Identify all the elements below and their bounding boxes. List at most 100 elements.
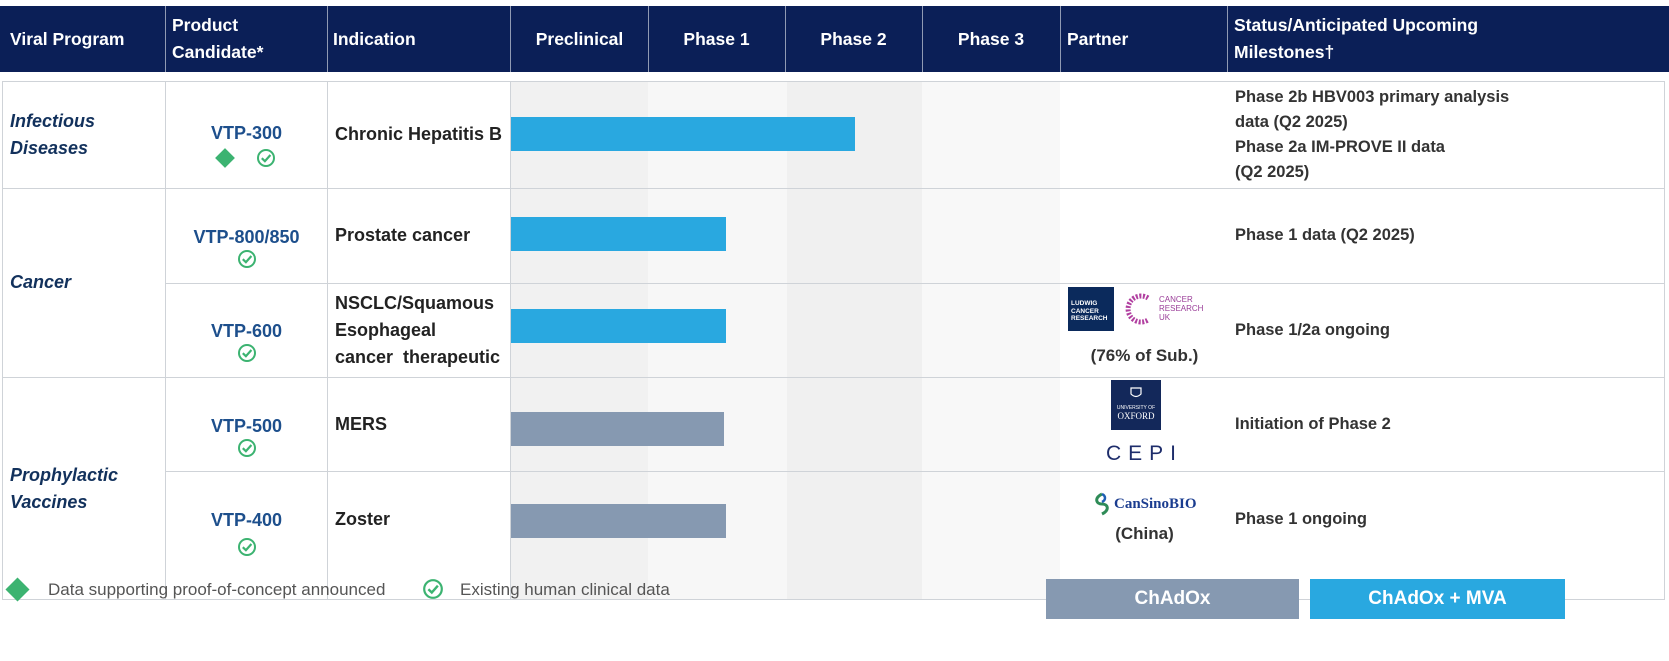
header-divider <box>1060 6 1061 72</box>
ludwig-logo-line: LUDWIG <box>1071 300 1098 307</box>
program-prophylactic-label: Prophylactic Vaccines <box>10 464 119 512</box>
legend-poc-label: Data supporting proof-of-concept announc… <box>48 580 386 599</box>
header-divider <box>165 6 166 72</box>
header-divider <box>327 6 328 72</box>
phase3-column-bg <box>922 81 1060 600</box>
candidate-vtp-300: VTP-300 <box>166 123 327 168</box>
cancer-research-uk-logo: CANCER RESEARCH UK <box>1122 291 1203 327</box>
header-phase-1: Phase 1 <box>683 28 750 49</box>
oxford-crest-icon <box>1130 387 1142 398</box>
row-divider <box>165 283 1665 284</box>
header-status: Status/Anticipated Upcoming Milestones† <box>1224 6 1644 72</box>
cansino-logo: CanSinoBIO <box>1092 491 1212 517</box>
header-divider <box>648 6 649 72</box>
ludwig-logo-line: RESEARCH <box>1071 315 1108 322</box>
vtp-600-partner-note: (76% of Sub.) <box>1090 346 1199 365</box>
legend-check-icon <box>423 579 443 599</box>
candidate-vtp-400: VTP-400 <box>166 510 327 562</box>
candidate-vtp-600: VTP-600 <box>166 321 327 368</box>
column-divider <box>165 81 166 600</box>
pipeline-bar-vtp-500 <box>511 412 725 446</box>
column-divider <box>327 81 328 600</box>
cruk-logo-line: RESEARCH <box>1159 304 1204 313</box>
program-cancer: Cancer <box>10 272 72 292</box>
clinical-check-icon <box>237 344 256 362</box>
table-border <box>2 81 1665 600</box>
clinical-check-icon <box>256 149 275 167</box>
legend-chadox-mva: ChAdOx + MVA <box>1310 579 1565 619</box>
ludwig-logo-line: CANCER <box>1071 307 1099 315</box>
clinical-check-icon <box>237 538 256 556</box>
oxford-logo-line: OXFORD <box>1117 411 1155 421</box>
indication-zoster: Zoster <box>335 508 391 529</box>
program-infectious-label: Infectious Diseases <box>10 110 96 158</box>
header-indication: Indication <box>333 28 416 49</box>
table-header: Viral Program Product Candidate* Indicat… <box>0 6 1669 72</box>
header-phase-3: Phase 3 <box>957 28 1025 49</box>
vtp-400-partner-note: (China) <box>1115 524 1174 543</box>
header-viral-program: Viral Program <box>10 28 125 49</box>
header-phase-2: Phase 2 <box>820 28 887 49</box>
status-line: data (Q2 2025) <box>1235 112 1348 131</box>
indication-mers: MERS <box>335 413 388 434</box>
row-divider <box>2 377 1665 378</box>
candidate-badges <box>166 148 327 168</box>
program-prophylactic-vaccines: Prophylactic Vaccines <box>2 377 170 600</box>
indication-prostate-cancer: Prostate cancer <box>335 225 471 245</box>
header-partner: Partner <box>1067 28 1129 49</box>
indication-line: cancer therapeutic <box>335 346 501 367</box>
pipeline-bar-vtp-600 <box>511 309 726 343</box>
pipeline-bar-vtp-800-850 <box>511 217 726 251</box>
row-divider <box>2 188 1665 189</box>
cruk-text: CANCER RESEARCH UK <box>1159 295 1203 322</box>
cansino-swirl-icon <box>1095 492 1109 516</box>
candidate-name: VTP-800/850 <box>193 227 300 247</box>
header-status-text: Status/Anticipated Upcoming Milestones† <box>1234 15 1479 62</box>
indication-line: Esophageal <box>335 319 437 340</box>
header-divider <box>1227 6 1228 72</box>
indication-chronic-hepatitis-b: Chronic Hepatitis B <box>335 124 503 144</box>
ludwig-logo: LUDWIG CANCER RESEARCH <box>1068 287 1114 331</box>
status-vtp-300: Phase 2b HBV003 primary analysis data (Q… <box>1228 81 1669 188</box>
phase2-column-bg <box>787 81 922 600</box>
status-vtp-500: Initiation of Phase 2 <box>1235 414 1391 433</box>
pipeline-table: Infectious Diseases Cancer Prophylactic … <box>2 81 1665 600</box>
legend-clinical-label: Existing human clinical data <box>460 580 670 599</box>
status-line: Phase 2b HBV003 primary analysis <box>1235 87 1510 106</box>
pipeline-bar-vtp-300 <box>511 117 855 151</box>
header-divider <box>785 6 786 72</box>
cansino-logo-text: CanSinoBIO <box>1114 495 1197 512</box>
program-infectious-diseases: Infectious Diseases <box>2 81 170 188</box>
cruk-logo-line: UK <box>1159 313 1171 322</box>
pipeline-bar-vtp-400 <box>511 504 726 538</box>
indication-nsclc: NSCLC/Squamous Esophageal cancer therape… <box>328 283 517 377</box>
candidate-name: VTP-500 <box>210 416 283 436</box>
cruk-logo-line: CANCER <box>1159 295 1193 304</box>
poc-diamond-icon <box>214 148 235 168</box>
clinical-check-icon <box>237 250 256 268</box>
header-product-candidate: Product Candidate* <box>162 6 327 72</box>
oxford-logo: UNIVERSITY OF OXFORD <box>1111 380 1161 430</box>
status-vtp-600: Phase 1/2a ongoing <box>1235 320 1390 339</box>
candidate-name: VTP-300 <box>210 123 283 143</box>
row-divider <box>165 471 1665 472</box>
status-vtp-800-850: Phase 1 data (Q2 2025) <box>1235 226 1415 244</box>
candidate-vtp-500: VTP-500 <box>166 416 327 463</box>
header-preclinical: Preclinical <box>535 28 624 49</box>
header-divider <box>510 6 511 72</box>
header-product-candidate-text: Product Candidate* <box>172 15 264 62</box>
cruk-c-icon <box>1125 293 1150 325</box>
column-divider <box>510 81 511 600</box>
oxford-logo-line: UNIVERSITY OF <box>1116 405 1156 411</box>
candidate-name: VTP-600 <box>210 321 283 341</box>
candidate-name: VTP-400 <box>210 510 283 530</box>
status-line: (Q2 2025) <box>1235 162 1310 181</box>
status-vtp-400: Phase 1 ongoing <box>1235 509 1368 528</box>
status-line: Phase 2a IM-PROVE II data <box>1235 137 1445 156</box>
header-divider <box>922 6 923 72</box>
cepi-logo: CEPI <box>1105 442 1183 465</box>
clinical-check-icon <box>237 439 256 457</box>
legend-chadox: ChAdOx <box>1046 579 1299 619</box>
candidate-vtp-800-850: VTP-800/850 <box>166 227 327 274</box>
indication-line: NSCLC/Squamous <box>335 292 495 313</box>
